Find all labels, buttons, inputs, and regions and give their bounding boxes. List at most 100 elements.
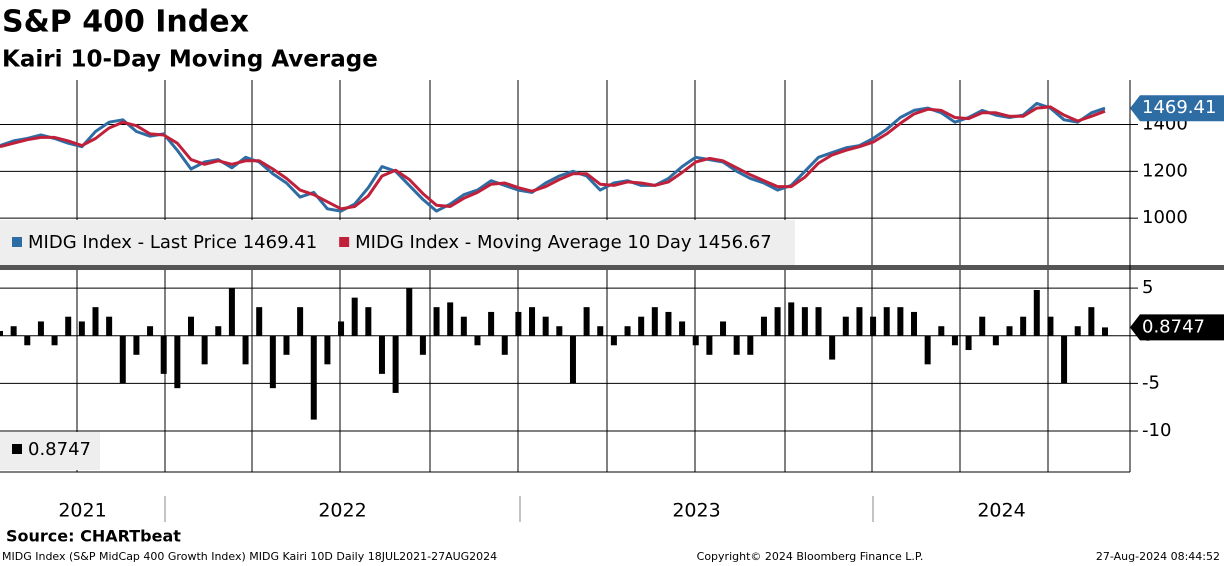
bar [788, 302, 795, 336]
x-tick-label: 2021 [58, 500, 106, 522]
bar [638, 316, 645, 336]
bar [569, 335, 576, 384]
bar [733, 335, 740, 355]
bar [706, 335, 713, 355]
source: Source: CHARTbeat [6, 527, 181, 546]
y-tick-label: 5 [1142, 277, 1153, 298]
bar [351, 297, 358, 336]
bar [242, 335, 249, 365]
last-value-label: 1469.41 [1142, 97, 1216, 118]
bar [133, 335, 140, 355]
bar [597, 326, 604, 336]
bar [119, 335, 126, 384]
bar [1061, 335, 1068, 384]
legend-swatch [12, 237, 22, 247]
bar [774, 307, 781, 336]
bar [433, 307, 440, 336]
bar [174, 335, 181, 389]
bar [665, 311, 672, 336]
bar [870, 316, 877, 336]
bar [228, 288, 235, 336]
chart-title: S&P 400 Index [2, 5, 249, 40]
x-tick-label: 2024 [977, 500, 1025, 522]
bar [460, 316, 467, 336]
y-tick-label: -10 [1142, 420, 1171, 441]
bar [297, 307, 304, 336]
bar [338, 321, 345, 336]
x-tick-label: 2022 [318, 500, 366, 522]
bar [392, 335, 399, 393]
legend-swatch [12, 444, 22, 454]
bar [256, 307, 263, 336]
panel-divider [0, 265, 1224, 270]
bar [160, 335, 167, 374]
bar [78, 321, 85, 336]
last-value-label: 0.8747 [1142, 316, 1205, 337]
bar [583, 307, 590, 336]
footer-center: Copyright© 2024 Bloomberg Finance L.P. [697, 550, 924, 563]
bar [951, 335, 958, 346]
bar [883, 307, 890, 336]
bar [324, 335, 331, 365]
footer-right: 27-Aug-2024 08:44:52 [1096, 550, 1220, 563]
bar [815, 307, 822, 336]
bar [938, 326, 945, 336]
bar [92, 307, 99, 336]
bar [515, 311, 522, 336]
bar [65, 316, 72, 336]
y-tick-label: 1000 [1142, 207, 1188, 228]
bar [215, 326, 222, 336]
bar [0, 330, 3, 336]
bar [992, 335, 999, 346]
bar [488, 311, 495, 336]
legend-swatch [339, 237, 350, 247]
bar [1102, 327, 1108, 336]
bar [406, 288, 413, 336]
bar [474, 335, 481, 346]
bar [747, 335, 754, 355]
bar [1020, 316, 1027, 336]
bar [310, 335, 317, 420]
legend-box [0, 220, 795, 265]
bar [651, 307, 658, 336]
chart-subtitle: Kairi 10-Day Moving Average [2, 47, 378, 73]
bar [419, 335, 426, 355]
series-line [0, 105, 1106, 211]
bar [1006, 326, 1013, 336]
bar [1047, 316, 1054, 336]
bar [856, 307, 863, 336]
bar [760, 316, 767, 336]
bar [187, 316, 194, 336]
bar [624, 326, 631, 336]
footer-left: MIDG Index (S&P MidCap 400 Growth Index)… [2, 550, 497, 563]
bar [378, 335, 385, 374]
bar [692, 335, 699, 346]
last-value-box [1130, 95, 1224, 122]
bar [37, 321, 44, 336]
bar [1074, 326, 1081, 336]
bar [801, 307, 808, 336]
bar [10, 326, 17, 336]
bar [965, 335, 972, 351]
bar [269, 335, 276, 389]
bar [924, 335, 931, 365]
bar [610, 335, 617, 346]
bar [529, 307, 536, 336]
legend-label: MIDG Index - Last Price 1469.41 [28, 232, 317, 253]
bar [201, 335, 208, 365]
bar [897, 307, 904, 336]
bar [501, 335, 508, 355]
y-tick-label: -5 [1142, 372, 1160, 393]
bar [24, 335, 31, 346]
legend-label: MIDG Index - Moving Average 10 Day 1456.… [355, 232, 772, 253]
x-tick-label: 2023 [672, 500, 720, 522]
bar [556, 326, 563, 336]
bar [720, 321, 727, 336]
bar [147, 326, 154, 336]
legend-label: 0.8747 [28, 439, 91, 460]
bar [829, 335, 836, 360]
bar [842, 316, 849, 336]
bar [911, 311, 918, 336]
bar [51, 335, 58, 346]
